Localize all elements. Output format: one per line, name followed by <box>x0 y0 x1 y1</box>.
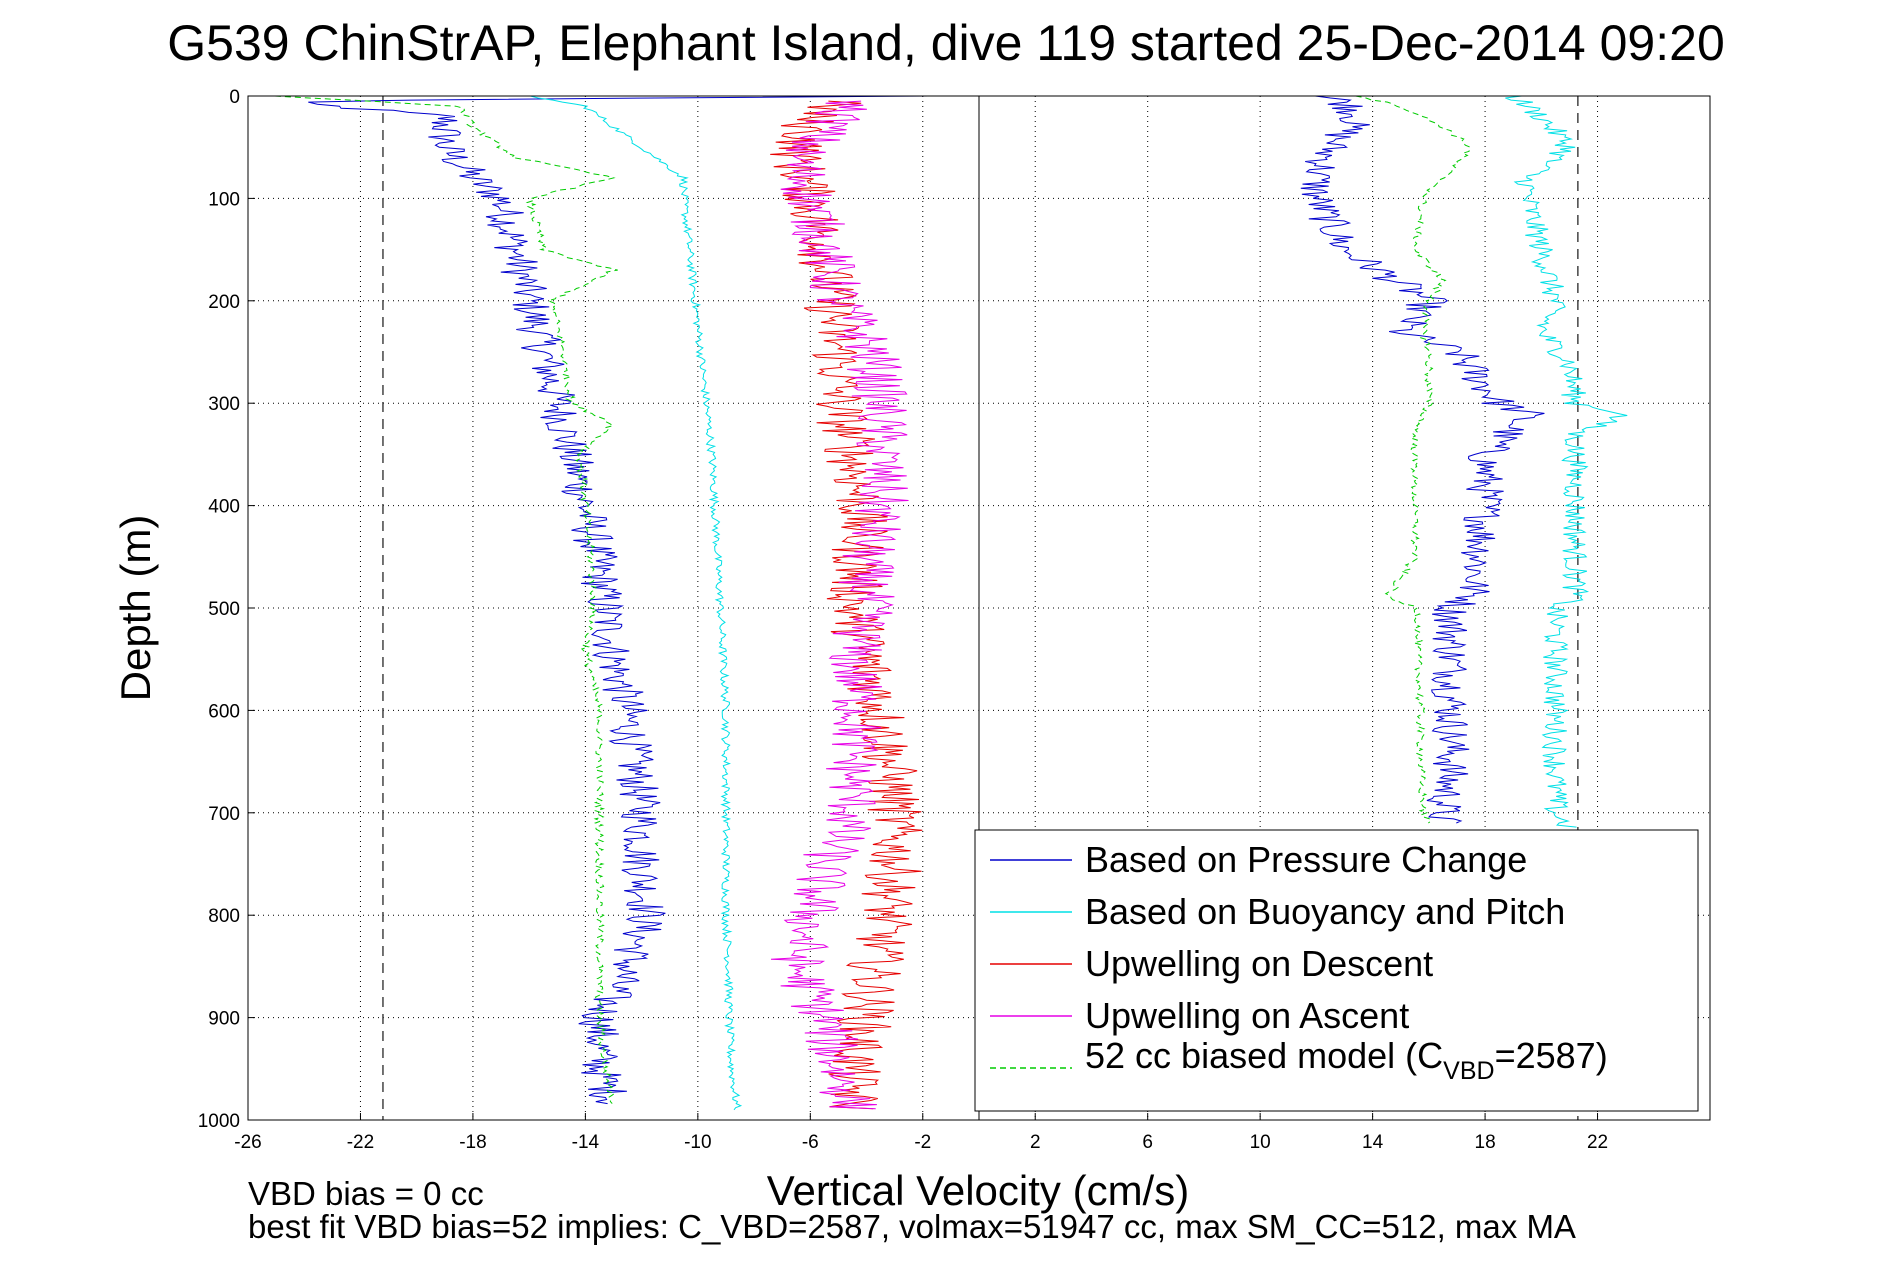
chart-title: G539 ChinStrAP, Elephant Island, dive 11… <box>167 15 1725 71</box>
x-tick-label: -14 <box>572 1132 600 1153</box>
best-fit-note: best fit VBD bias=52 implies: C_VBD=2587… <box>248 1208 1576 1245</box>
x-tick-label: 18 <box>1475 1132 1496 1153</box>
y-tick-label: 0 <box>229 87 240 108</box>
legend-label-buoyancy: Based on Buoyancy and Pitch <box>1085 891 1565 932</box>
x-tick-label: -10 <box>684 1132 711 1153</box>
y-tick-label: 200 <box>208 292 240 313</box>
vbd-bias-note: VBD bias = 0 cc <box>248 1175 484 1212</box>
legend-label-model-sub: VBD <box>1443 1057 1494 1085</box>
y-tick-label: 500 <box>208 599 240 620</box>
x-tick-label: 14 <box>1362 1132 1384 1153</box>
legend-label-upwelling-ascent: Upwelling on Ascent <box>1085 995 1409 1036</box>
y-tick-label: 400 <box>208 497 240 518</box>
data-series <box>274 95 1628 1111</box>
y-tick-label: 700 <box>208 804 240 825</box>
legend-label-model: 52 cc biased model (CVBD=2587) <box>1085 1035 1608 1085</box>
y-tick-label: 600 <box>208 701 240 722</box>
y-axis-label: Depth (m) <box>112 515 159 702</box>
y-tick-labels: 0 100 200 300 400 500 600 700 800 900 1000 <box>198 87 255 1132</box>
series-line-model_ascent <box>1355 95 1471 824</box>
y-tick-label: 1000 <box>198 1111 240 1132</box>
legend-label-upwelling-descent: Upwelling on Descent <box>1085 943 1433 984</box>
x-tick-label: -6 <box>802 1132 819 1153</box>
x-tick-label: -2 <box>914 1132 931 1153</box>
series-line-model_descent <box>274 95 618 1104</box>
series-line-pressure_ascent <box>1300 95 1545 824</box>
x-tick-label: -18 <box>459 1132 486 1153</box>
x-tick-label: 22 <box>1587 1132 1608 1153</box>
series-line-upwelling_ascent <box>770 100 909 1110</box>
series-line-pressure_descent <box>308 95 930 1105</box>
x-tick-label: -26 <box>234 1132 261 1153</box>
y-tick-label: 300 <box>208 394 240 415</box>
series-line-buoyancy_descent <box>530 95 743 1111</box>
legend-label-model-tail: =2587) <box>1495 1035 1608 1076</box>
y-tick-label: 100 <box>208 189 240 210</box>
y-tick-label: 800 <box>208 906 240 927</box>
y-tick-label: 900 <box>208 1009 240 1030</box>
legend-label-model-main: 52 cc biased model (C <box>1085 1035 1443 1076</box>
x-tick-labels: -26 -22 -18 -14 -10 -6 -2 2 6 10 14 18 22 <box>234 1113 1608 1153</box>
x-tick-label: -22 <box>347 1132 374 1153</box>
legend-label-pressure: Based on Pressure Change <box>1085 839 1527 880</box>
x-tick-label: 2 <box>1030 1132 1041 1153</box>
x-tick-label: 10 <box>1250 1132 1271 1153</box>
series-line-buoyancy_ascent <box>1505 95 1628 828</box>
series-line-upwelling_descent <box>770 100 923 1110</box>
legend-box <box>974 829 1699 1112</box>
x-tick-label: 6 <box>1142 1132 1153 1153</box>
legend: Based on Pressure Change Based on Buoyan… <box>974 829 1699 1112</box>
x-axis-label: Vertical Velocity (cm/s) <box>767 1167 1189 1214</box>
